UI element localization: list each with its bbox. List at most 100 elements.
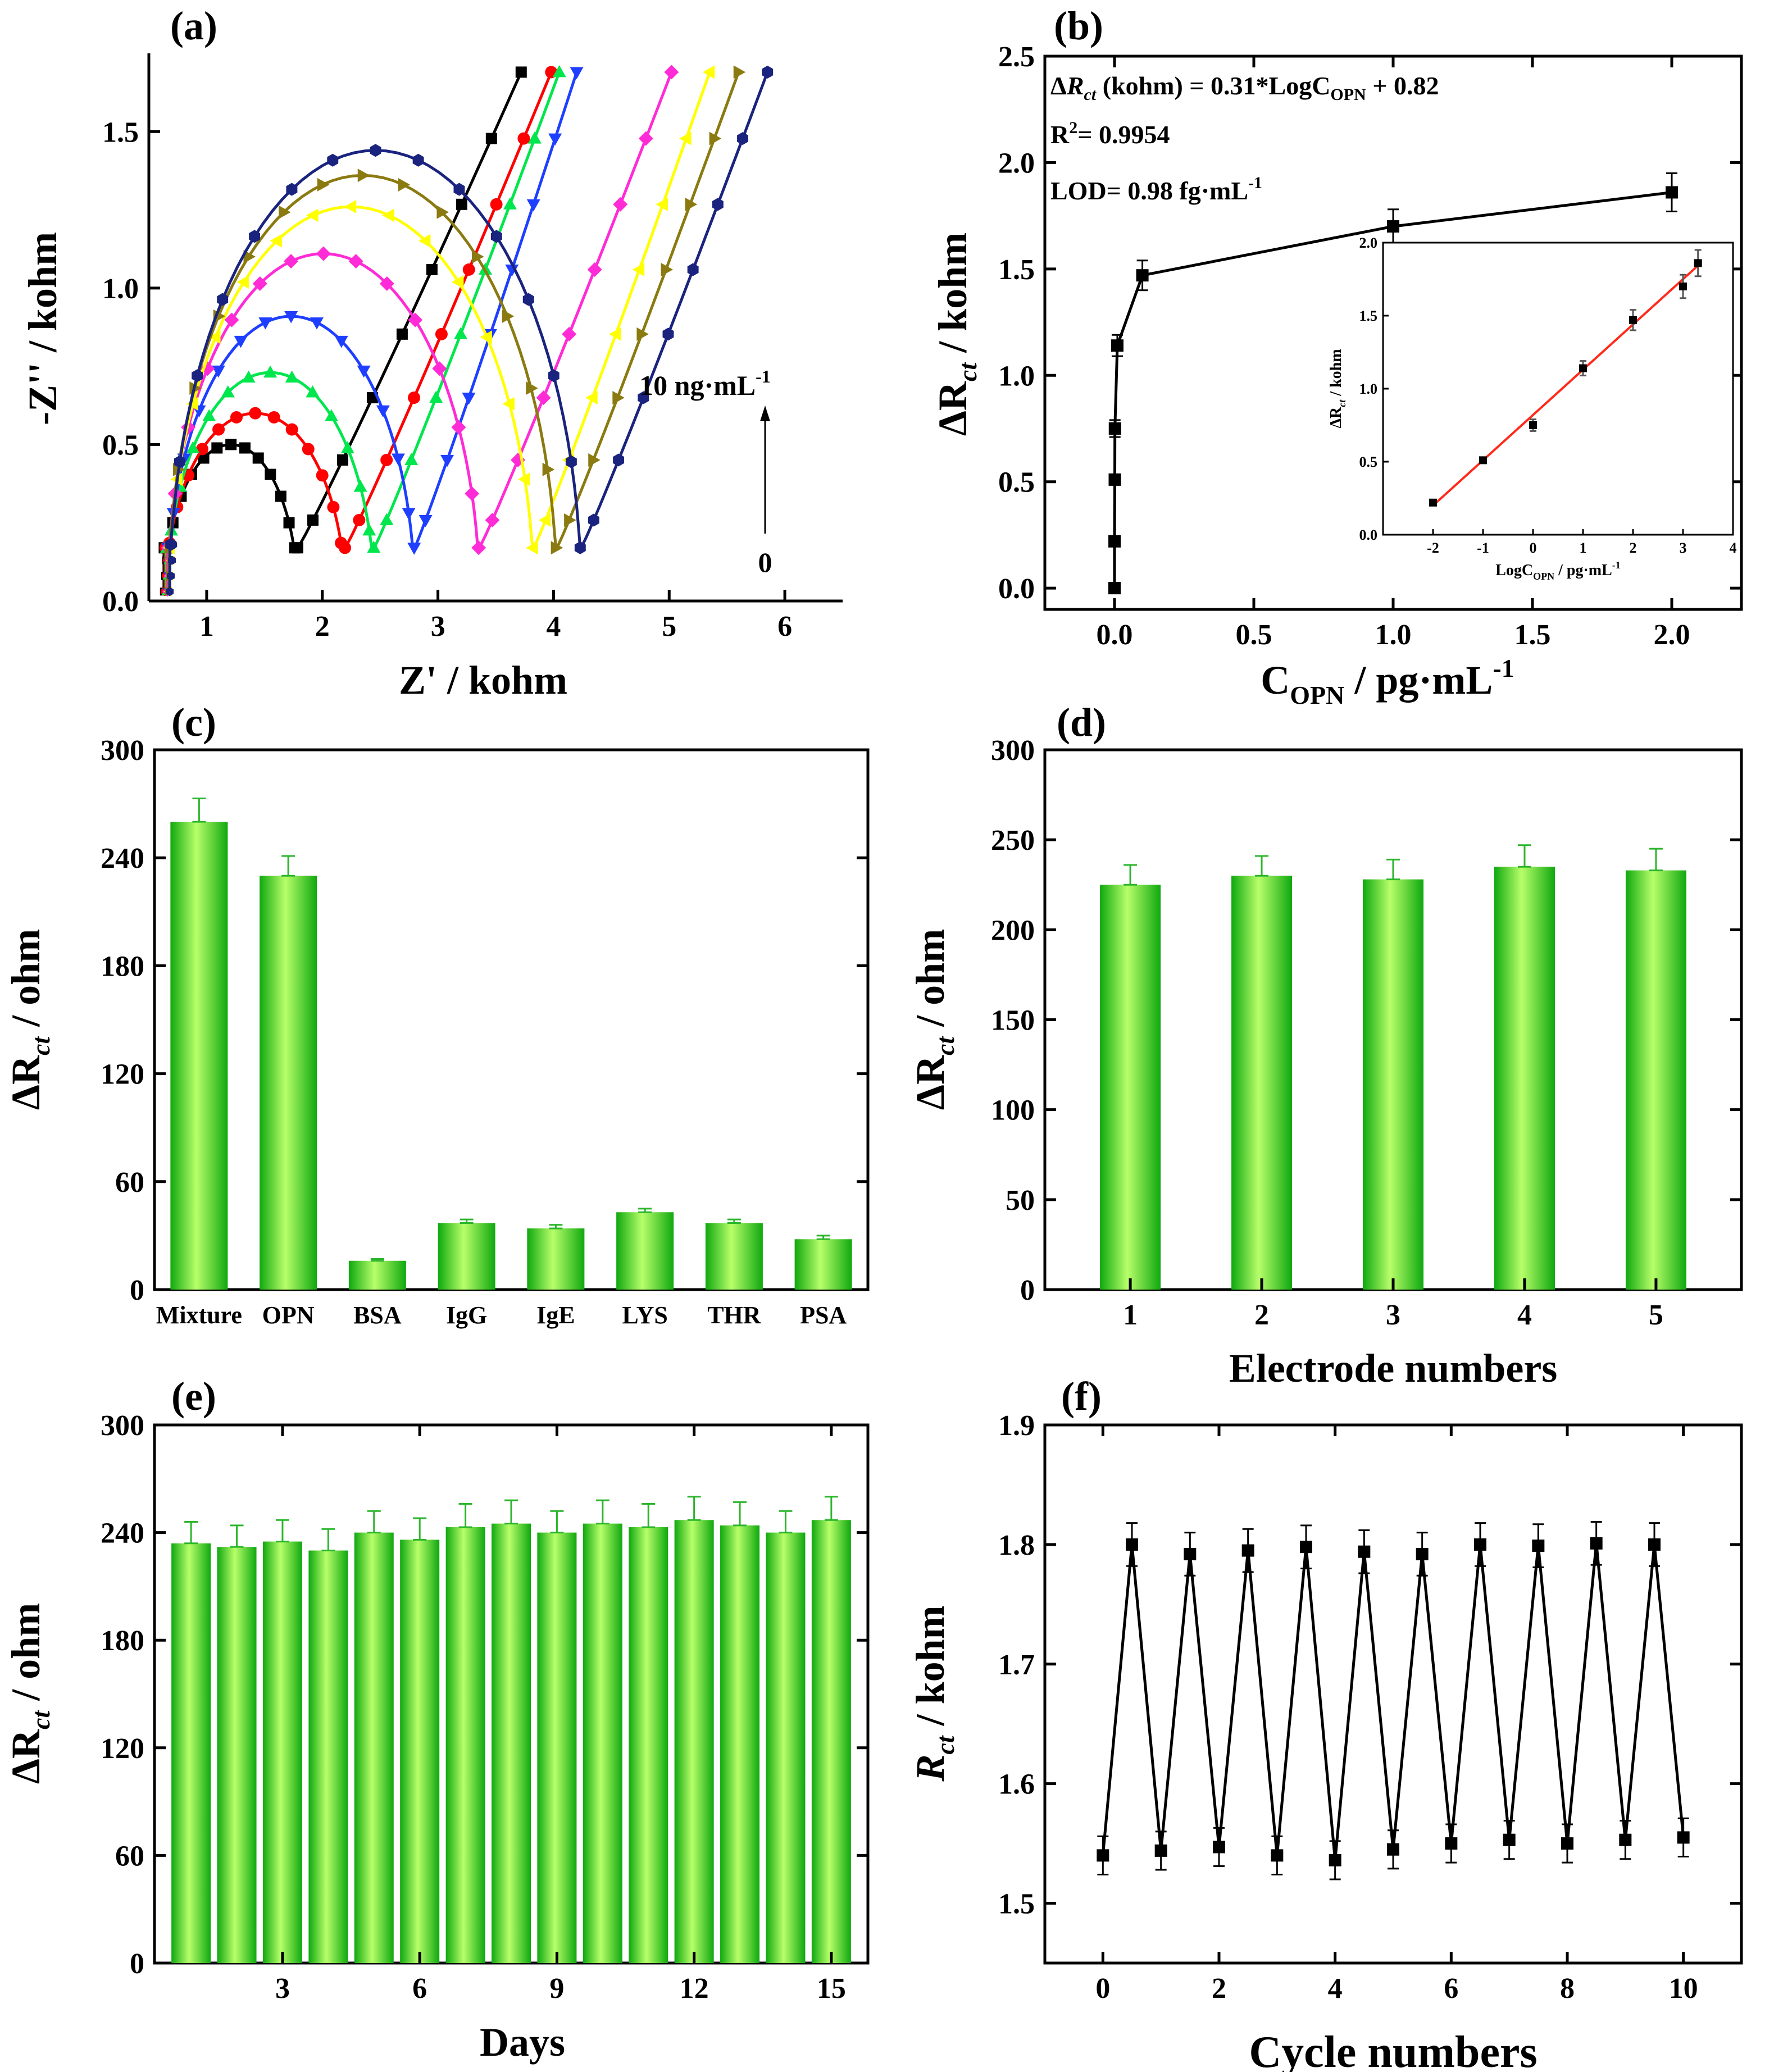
nyquist-point-2 (339, 541, 352, 554)
b-ytick-label: 0.0 (998, 573, 1035, 605)
inset-ytick-label: 1.5 (1359, 308, 1378, 324)
a-xlabel: Z' / kohm (399, 658, 567, 703)
inset-ylabel: ΔRct / kohm (1327, 349, 1348, 428)
f-data-point (1213, 1841, 1225, 1854)
nyquist-point-3 (325, 409, 339, 421)
nyquist-point-5 (638, 131, 653, 146)
b-data-point (1108, 582, 1121, 595)
nyquist-point-0 (456, 198, 467, 210)
nyquist-point-0 (292, 542, 303, 554)
nyquist-point-5 (587, 262, 602, 277)
nyquist-point-6 (502, 397, 515, 411)
b-equation: ΔRct (kohm) = 0.31*LogCOPN + 0.82 (1050, 71, 1439, 104)
nyquist-point-5 (348, 254, 363, 269)
nyquist-point-4 (440, 455, 454, 467)
panel-d: 0 50 100 150 200 250 300 1 2 3 4 5 Electrode numbers… (908, 700, 1743, 1391)
nyquist-point-10 ng·mL-1 (762, 65, 774, 79)
nyquist-point-2 (517, 132, 530, 145)
nyquist-point-7 (733, 65, 746, 79)
nyquist-point-10 ng·mL-1 (217, 293, 229, 306)
inset-ytick-label: 0.5 (1359, 454, 1378, 470)
e-bar (217, 1547, 257, 1963)
nyquist-point-4 (357, 365, 371, 378)
nyquist-point-0 (211, 442, 223, 454)
d-bar (1625, 870, 1686, 1290)
nyquist-point-4 (548, 133, 562, 146)
f-ytick-label: 1.8 (998, 1529, 1035, 1561)
inset-xtick-label: 1 (1580, 540, 1587, 556)
nyquist-point-2 (327, 500, 340, 513)
nyquist-point-2 (462, 263, 475, 276)
nyquist-point-7 (551, 541, 563, 555)
d-ytick-label: 150 (991, 1005, 1035, 1037)
f-data-point (1126, 1538, 1138, 1551)
f-data-point (1271, 1849, 1284, 1862)
nyquist-point-6 (632, 262, 645, 276)
e-bar (720, 1525, 760, 1963)
nyquist-point-10 ng·mL-1 (174, 455, 185, 468)
b-xtick-label: 0.5 (1236, 619, 1272, 651)
b-data-point (1666, 186, 1678, 199)
e-bar (492, 1523, 531, 1963)
f-data-point (1387, 1843, 1399, 1856)
nyquist-point-3 (221, 385, 235, 398)
a-xtick-label: 5 (662, 611, 676, 643)
b-data-point (1108, 535, 1121, 548)
nyquist-point-0 (265, 468, 276, 480)
b-xtick-label: 0.0 (1097, 619, 1133, 651)
c-bar (438, 1223, 495, 1290)
e-xtick-label: 15 (817, 1973, 846, 2005)
f-data-point (1097, 1849, 1109, 1862)
a-ylabel: -Z'' / kohm (20, 232, 65, 425)
nyquist-point-5 (664, 65, 679, 80)
nyquist-point-7 (588, 453, 601, 467)
nyquist-point-10 ng·mL-1 (613, 453, 625, 467)
nyquist-point-5 (613, 197, 628, 212)
d-ytick-label: 200 (991, 914, 1035, 946)
inset-frame (1382, 242, 1734, 536)
nyquist-point-2 (195, 443, 208, 456)
c-bar (527, 1228, 585, 1290)
f-xtick-label: 6 (1444, 1973, 1458, 2005)
a-panel-label: (a) (170, 3, 217, 48)
inset-data-point (1694, 259, 1702, 267)
e-bar (674, 1520, 714, 1963)
nyquist-point-5 (471, 540, 486, 555)
b-ytick-label: 2.5 (998, 41, 1035, 73)
e-bar (262, 1541, 302, 1963)
nyquist-point-0 (515, 66, 527, 78)
d-ytick-label: 50 (1006, 1185, 1035, 1217)
e-bar (354, 1532, 394, 1963)
b-xtick-label: 1.0 (1375, 619, 1412, 651)
nyquist-curve-2 (163, 71, 553, 595)
nyquist-point-6 (306, 208, 319, 222)
f-data-point (1154, 1844, 1167, 1857)
b-ytick-label: 1.5 (998, 254, 1035, 286)
e-xlabel: Days (480, 2020, 565, 2065)
nyquist-point-3 (202, 409, 216, 421)
nyquist-point-5 (408, 312, 423, 327)
nyquist-point-0 (426, 263, 438, 275)
inset-data-point (1679, 283, 1687, 290)
nyquist-point-7 (636, 327, 649, 341)
f-ytick-label: 1.7 (998, 1649, 1035, 1681)
nyquist-point-6 (451, 275, 464, 289)
inset-xtick-label: 3 (1680, 540, 1687, 556)
nyquist-point-0 (307, 514, 319, 526)
f-ytick-label: 1.5 (998, 1888, 1035, 1920)
f-data-point (1648, 1538, 1661, 1551)
inset-xtick-label: 2 (1630, 540, 1637, 556)
e-bar (400, 1540, 440, 1963)
nyquist-point-10 ng·mL-1 (167, 571, 175, 581)
e-xtick-label: 9 (549, 1973, 564, 2005)
c-category-label: Mixture (156, 1301, 242, 1329)
b-data-point (1136, 269, 1149, 282)
inset-xtick-label: 4 (1730, 540, 1737, 556)
b-data-point (1108, 473, 1121, 486)
b-lod: LOD= 0.98 fg·mL-1 (1050, 174, 1262, 205)
c-ytick-label: 120 (101, 1059, 144, 1091)
e-ytick-label: 0 (130, 1948, 144, 1980)
nyquist-point-5 (536, 390, 551, 406)
d-panel-label: (d) (1057, 700, 1106, 745)
nyquist-point-4 (462, 393, 476, 405)
